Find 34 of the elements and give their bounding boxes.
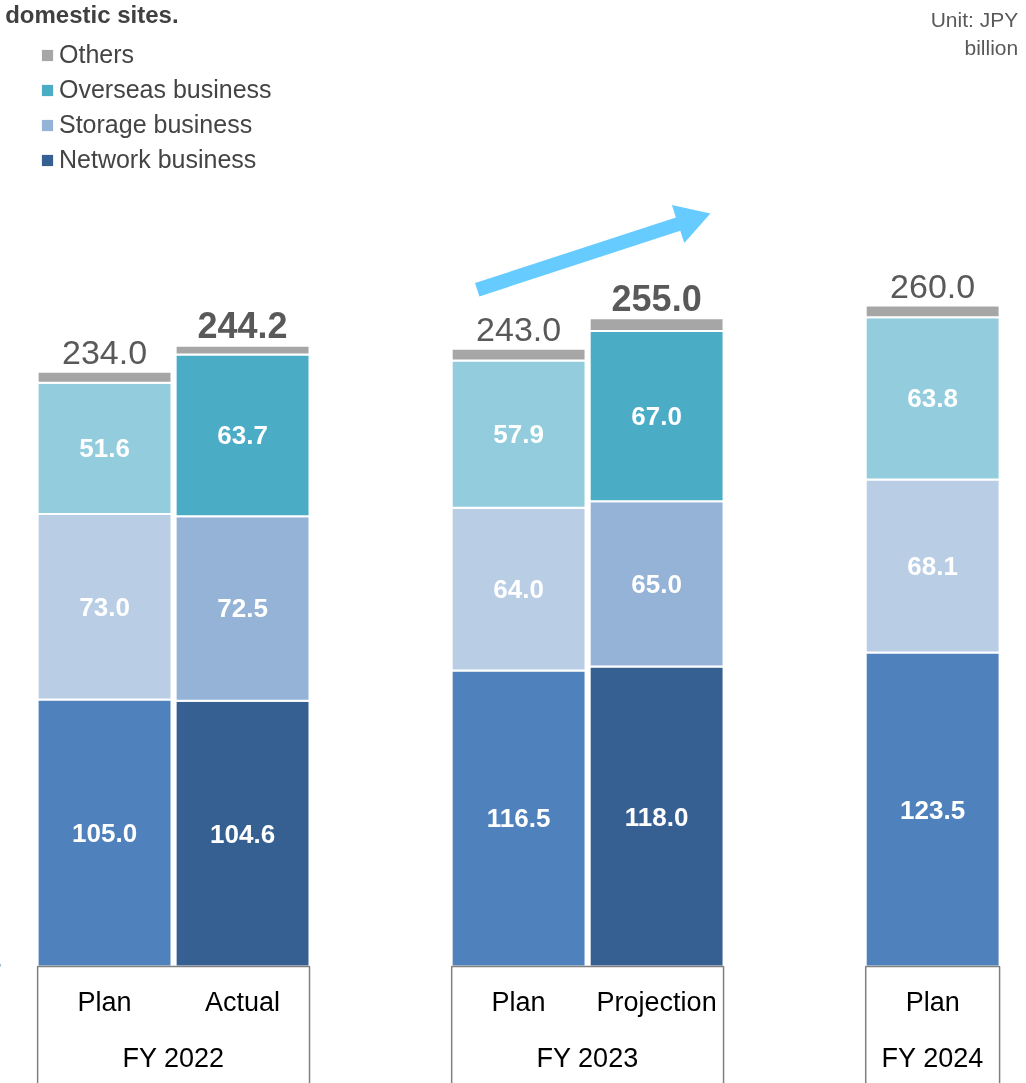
data-label: 67.0: [631, 401, 682, 432]
x-tick-label: Plan: [491, 987, 546, 1018]
data-label: 118.0: [624, 801, 689, 832]
data-label: 65.0: [631, 568, 682, 599]
total-label: 234.0: [62, 333, 148, 372]
data-label: 123.5: [900, 794, 966, 825]
x-tick-label: Plan: [77, 987, 132, 1018]
legend-label: Storage business: [59, 110, 253, 139]
data-label: 116.5: [486, 803, 551, 834]
data-label: 104.6: [210, 818, 276, 849]
data-label: 72.5: [217, 593, 268, 624]
legend-label: Others: [59, 40, 135, 69]
data-label: 68.1: [907, 551, 958, 582]
x-tick-label: Projection: [596, 987, 717, 1018]
data-label: 57.9: [493, 419, 544, 450]
chart-title: domestic sites.: [5, 0, 179, 28]
text: Unit: JPY billion: [930, 8, 1019, 59]
text: FY 2022: [122, 1043, 225, 1074]
data-label: 51.6: [79, 433, 130, 464]
total-label: 255.0: [611, 277, 702, 319]
data-label: 63.7: [217, 420, 268, 451]
total-label: 243.0: [476, 310, 562, 349]
data-label: 63.8: [907, 383, 958, 414]
text: FY 2023: [536, 1043, 639, 1074]
legend-label: Overseas business: [59, 75, 272, 104]
x-tick-label: Plan: [905, 987, 960, 1018]
total-label: 260.0: [890, 266, 976, 305]
legend-label: Network business: [59, 145, 257, 174]
data-label: 73.0: [79, 591, 130, 622]
total-label: 244.2: [197, 305, 288, 347]
x-tick-label: Actual: [205, 987, 281, 1018]
text: FY 2024: [881, 1043, 984, 1074]
data-label: 105.0: [72, 818, 138, 849]
data-label: 64.0: [493, 574, 544, 605]
